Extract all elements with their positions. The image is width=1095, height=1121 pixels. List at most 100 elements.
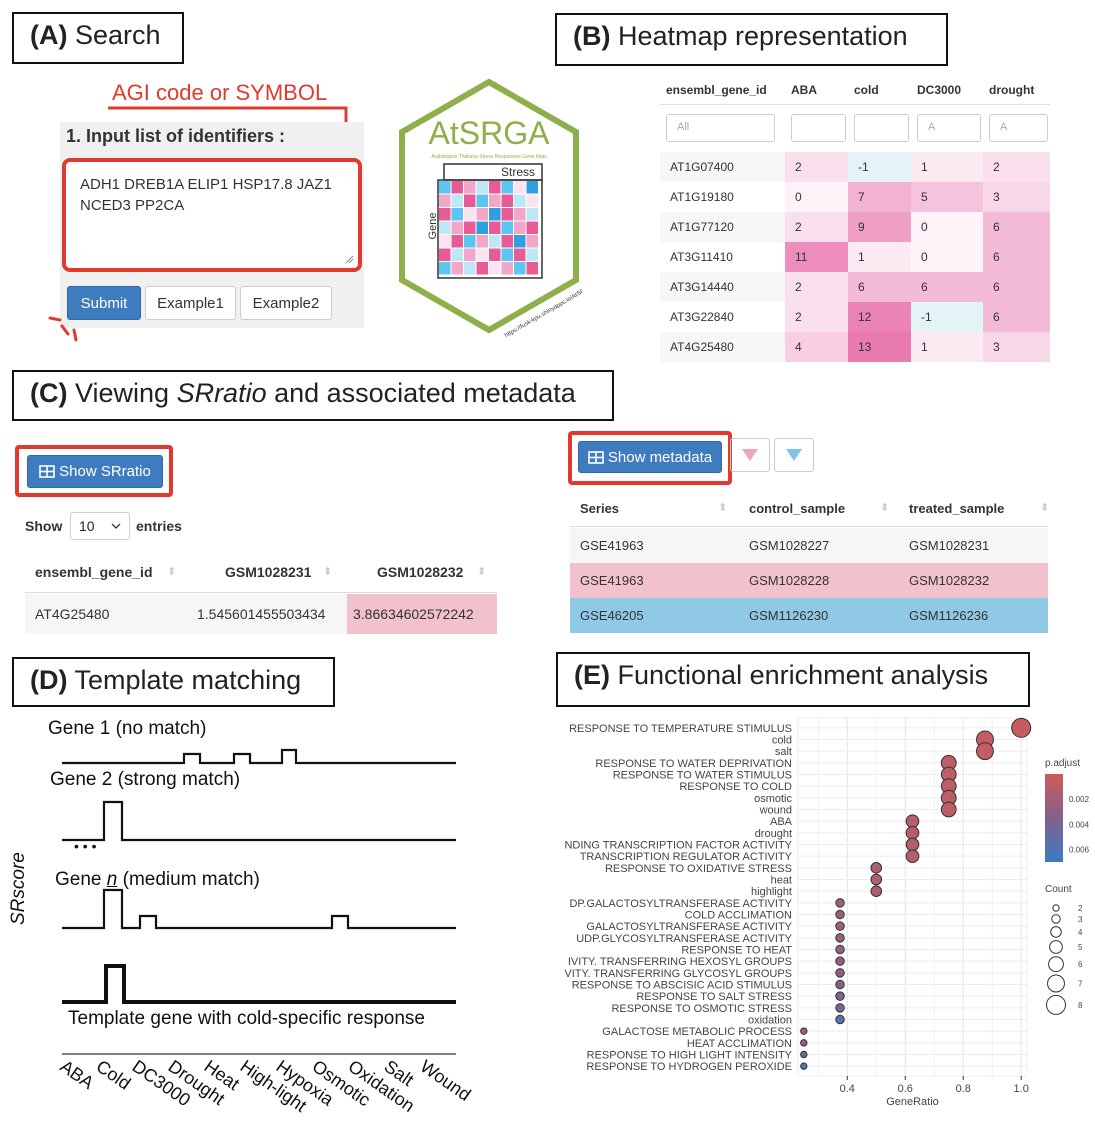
resize-handle-icon[interactable] (344, 254, 354, 264)
srratio-row-bg (25, 594, 347, 634)
heatmap-gene-id: AT3G22840 (660, 302, 785, 332)
blue-filter-button[interactable] (774, 438, 814, 472)
logo-cell (439, 181, 451, 194)
logo-name: AtSRGA (429, 115, 551, 151)
srratio-gene-id: AT4G25480 (35, 606, 110, 622)
heatmap-cell: 9 (848, 212, 911, 242)
entries-select[interactable]: 10 (70, 512, 130, 540)
genen-pre: Gene (55, 869, 107, 890)
panel-c-title-italic: SRratio (176, 378, 267, 408)
heatmap-gene-id: AT1G07400 (660, 152, 785, 182)
sort-icon[interactable]: ⬍ (167, 566, 177, 578)
term-label: RESPONSE TO HIGH LIGHT INTENSITY (587, 1050, 793, 1062)
count-legend-label: 5 (1078, 943, 1083, 952)
show-metadata-label: Show metadata (607, 448, 713, 466)
metadata-cell: GSM1126230 (749, 608, 829, 623)
column-header-dc3000: DC3000 (917, 83, 962, 97)
count-legend-label: 7 (1078, 980, 1083, 989)
logo-cell (526, 221, 538, 234)
panel-a-letter: (A) (30, 20, 68, 50)
sort-icon[interactable]: ⬍ (477, 566, 487, 578)
term-label: wound (759, 805, 792, 817)
example1-button[interactable]: Example1 (145, 286, 236, 320)
filter-input-cold[interactable] (854, 114, 909, 142)
count-legend-circle (1047, 974, 1065, 993)
term-label: RESPONSE TO SALT STRESS (636, 991, 792, 1003)
entries-value: 10 (79, 518, 95, 534)
logo-cell (514, 208, 526, 221)
panel-c-letter: (C) (30, 378, 68, 408)
show-metadata-button[interactable]: Show metadata (578, 441, 722, 473)
filter-input-dc3000[interactable]: A (917, 114, 981, 142)
padj-tick-label: 0.002 (1069, 795, 1090, 804)
logo-cell (439, 262, 451, 275)
pink-filter-button[interactable] (730, 438, 770, 472)
term-label: IVITY. TRANSFERRING HEXOSYL GROUPS (568, 956, 792, 968)
enrichment-point (800, 1027, 808, 1035)
filter-input-gene[interactable]: All (666, 114, 775, 142)
count-legend-label: 8 (1078, 1001, 1083, 1010)
count-legend-circle (1051, 914, 1061, 924)
sort-icon[interactable]: ⬍ (718, 502, 728, 514)
heatmap-cell: 2 (785, 302, 848, 332)
logo-cell (464, 208, 476, 221)
count-legend-label: 3 (1078, 915, 1083, 924)
gene1-label: Gene 1 (no match) (48, 718, 207, 739)
term-label: RESPONSE TO HEAT (681, 945, 792, 957)
sort-icon[interactable]: ⬍ (880, 502, 890, 514)
logo-cell (526, 194, 538, 207)
heatmap-cell: 0 (911, 212, 983, 242)
show-srratio-button[interactable]: Show SRratio (27, 455, 163, 488)
header-divider (570, 526, 1048, 527)
filter-icon (786, 449, 802, 461)
heatmap-cell: 2 (983, 152, 1050, 182)
template-trace (62, 964, 456, 1004)
heatmap-gene-id: AT1G77120 (660, 212, 785, 242)
heatmap-cell: 1 (911, 152, 983, 182)
logo-cell (464, 221, 476, 234)
enrichment-point (835, 991, 845, 1001)
identifier-textarea[interactable]: ADH1 DREB1A ELIP1 HSP17.8 JAZ1 NCED3 PP2… (62, 158, 362, 272)
column-header-drought: drought (989, 83, 1035, 97)
enrichment-point (940, 801, 957, 818)
gene2-trace (62, 800, 456, 842)
srratio-table: ensembl_gene_id ⬍ GSM1028231 ⬍ GSM1028232 ⬍ AT… (25, 556, 497, 634)
heatmap-gene-id: AT3G11410 (660, 242, 785, 272)
logo-cell (476, 235, 488, 248)
enrichment-point (835, 979, 845, 990)
heatmap-gene-id: AT3G14440 (660, 272, 785, 302)
enrichment-point (835, 933, 845, 943)
heatmap-gene-id: AT4G25480 (660, 332, 785, 362)
heatmap-cell: 0 (785, 182, 848, 212)
x-tick-label: 0.6 (898, 1083, 913, 1095)
logo-cell (514, 194, 526, 207)
filter-input-drought[interactable]: A (989, 114, 1048, 142)
logo-cell (489, 194, 501, 207)
enrichment-point (976, 742, 994, 761)
header-divider (660, 104, 1050, 105)
enrichment-point (835, 898, 845, 908)
metadata-column-header: Series (580, 501, 620, 516)
genen-trace (62, 888, 456, 930)
gene2-label: Gene 2 (strong match) (50, 769, 241, 790)
sort-icon[interactable]: ⬍ (1040, 502, 1050, 514)
term-label: cold (772, 735, 792, 747)
atsrga-logo: AtSRGA Arabidopsis Thaliana Stress Respo… (399, 78, 582, 339)
logo-cell (514, 221, 526, 234)
submit-button[interactable]: Submit (67, 286, 141, 320)
logo-cell (489, 262, 501, 275)
panel-e-letter: (E) (574, 660, 610, 690)
term-label: highlight (751, 886, 792, 898)
term-label: DP.GALACTOSYLTRANSFERASE ACTIVITY (569, 898, 792, 910)
filter-input-aba[interactable] (791, 114, 846, 142)
logo-cell (501, 221, 513, 234)
count-legend-circle (1052, 904, 1060, 912)
metadata-cell: GSM1028232 (909, 573, 990, 588)
click-burst-icon (48, 316, 78, 342)
sort-icon[interactable]: ⬍ (323, 566, 333, 578)
logo-cell (501, 262, 513, 275)
example2-button[interactable]: Example2 (240, 286, 332, 320)
heatmap-cell: 6 (983, 302, 1050, 332)
count-legend-circle (1050, 926, 1062, 938)
term-label: ABA (770, 816, 793, 828)
